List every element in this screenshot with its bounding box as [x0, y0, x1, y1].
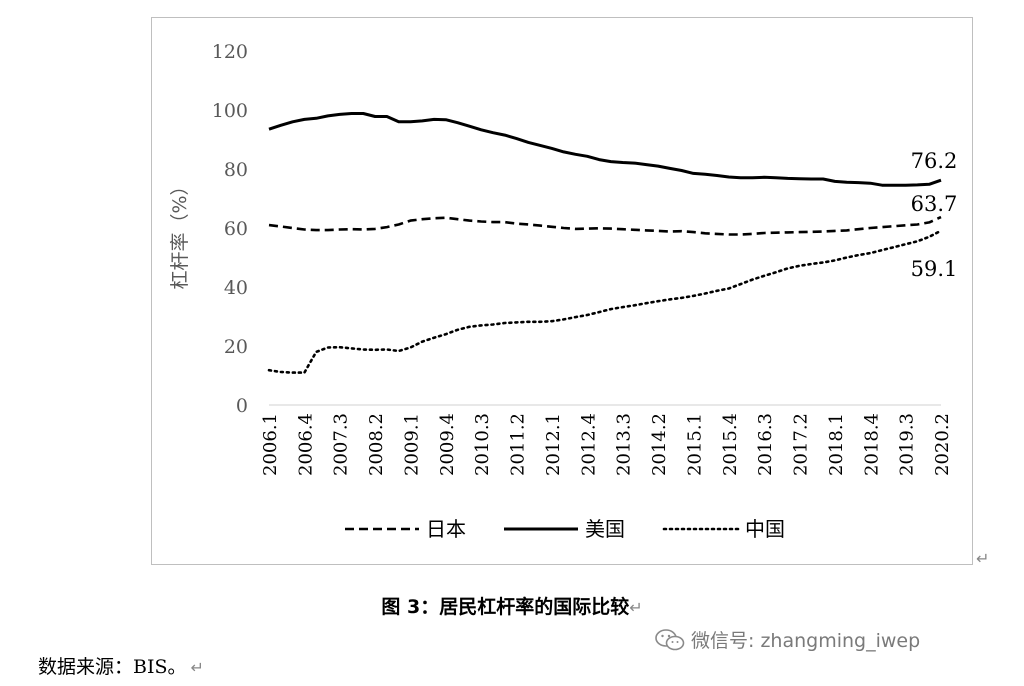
legend-label: 日本	[426, 517, 466, 541]
x-tick-label: 2019.3	[897, 413, 918, 476]
series-line-中国	[267, 229, 943, 374]
data-label: 59.1	[911, 257, 958, 281]
caption-text: 图 3：居民杠杆率的国际比较	[381, 596, 630, 618]
x-tick-label: 2006.1	[260, 413, 281, 476]
x-tick-label: 2012.1	[543, 413, 564, 476]
wechat-icon	[655, 628, 685, 650]
source-text: 数据来源：BIS。	[38, 656, 187, 678]
y-tick-label: 120	[212, 41, 248, 63]
y-tick-label: 20	[224, 336, 248, 358]
watermark-text: 微信号: zhangming_iwep	[691, 630, 921, 652]
chart-frame: 0 20 40 60 80 100 120 杠杆率（%） 2006.1 2006.4 2007.3 2…	[151, 17, 973, 565]
figure-caption: 图 3：居民杠杆率的国际比较↵	[0, 592, 1024, 619]
x-tick-label: 2008.2	[366, 413, 387, 476]
x-tick-label: 2015.1	[684, 413, 705, 476]
x-tick-label: 2009.1	[401, 413, 422, 476]
x-tick-label: 2014.2	[649, 413, 670, 476]
x-tick-label: 2018.1	[826, 413, 847, 476]
x-tick-label: 2010.3	[472, 413, 493, 476]
series-line-日本	[268, 215, 942, 236]
x-tick-label: 2015.4	[720, 413, 741, 476]
x-tick-label: 2020.2	[932, 413, 953, 476]
x-tick-label: 2011.2	[508, 413, 529, 476]
paragraph-mark: ↵	[190, 658, 204, 677]
x-tick-label: 2016.3	[755, 413, 776, 476]
x-tick-label: 2013.3	[614, 413, 635, 476]
y-tick-label: 0	[236, 395, 248, 417]
y-tick-label: 100	[212, 100, 248, 122]
watermark: 微信号: zhangming_iwep	[655, 626, 920, 653]
x-tick-label: 2006.4	[295, 413, 316, 476]
paragraph-mark: ↵	[629, 598, 643, 617]
source-note: 数据来源：BIS。 ↵	[38, 652, 204, 679]
legend-label: 美国	[585, 517, 625, 541]
x-tick-label: 2018.4	[861, 413, 882, 476]
y-tick-label: 40	[224, 277, 248, 299]
x-tick-label: 2017.2	[791, 413, 812, 476]
data-label: 76.2	[911, 149, 958, 173]
x-tick-label: 2012.4	[578, 413, 599, 476]
y-axis-title: 杠杆率（%）	[169, 176, 191, 289]
x-tick-label: 2009.4	[437, 413, 458, 476]
line-chart: 0 20 40 60 80 100 120 杠杆率（%） 2006.1 2006.4 2007.3 2…	[169, 41, 958, 541]
data-label: 63.7	[911, 192, 958, 216]
legend-label: 中国	[745, 517, 785, 541]
x-tick-label: 2007.3	[331, 413, 352, 476]
paragraph-mark: ↵	[976, 549, 990, 568]
series-line-美国	[268, 112, 942, 187]
y-tick-label: 60	[224, 218, 248, 240]
y-tick-label: 80	[224, 159, 248, 181]
